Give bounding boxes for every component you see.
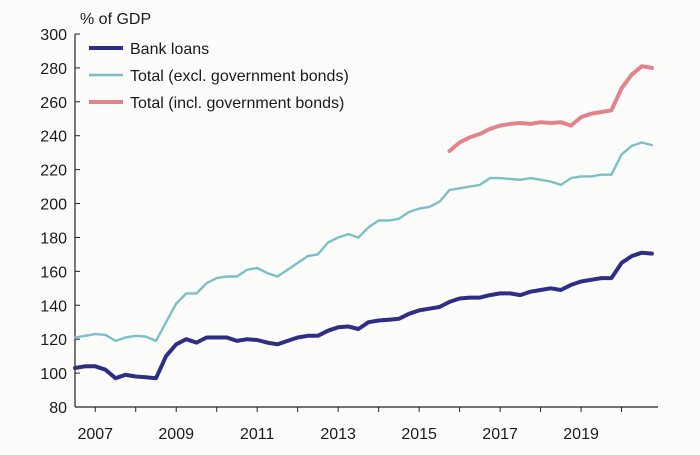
- series-line-1: [73, 250, 654, 381]
- x-tick-label: 2011: [240, 426, 275, 443]
- y-tick-label: 260: [40, 95, 67, 112]
- y-tick-label: 140: [40, 298, 67, 315]
- series-line-2: [73, 141, 654, 343]
- x-tick-label: 2017: [482, 426, 518, 443]
- y-tick-label: 200: [40, 197, 67, 214]
- x-tick-label: 2009: [158, 426, 194, 443]
- legend-label-1: Bank loans: [130, 41, 209, 58]
- y-tick-label: 220: [40, 163, 67, 180]
- y-tick-label: 100: [40, 366, 67, 383]
- y-tick-label: 160: [40, 264, 67, 281]
- y-axis-label: % of GDP: [80, 11, 151, 28]
- x-tick-label: 2007: [77, 426, 113, 443]
- x-tick-label: 2013: [320, 426, 356, 443]
- x-tick-label: 2019: [563, 426, 599, 443]
- y-tick-label: 180: [40, 230, 67, 247]
- legend-label-3: Total (incl. government bonds): [130, 95, 344, 112]
- y-tick-label: 80: [49, 400, 67, 417]
- y-tick-label: 280: [40, 61, 67, 78]
- series-line-3: [447, 64, 654, 153]
- x-tick-label: 2015: [401, 426, 437, 443]
- y-tick-label: 120: [40, 332, 67, 349]
- y-tick-label: 240: [40, 129, 67, 146]
- y-tick-label: 300: [40, 27, 67, 44]
- legend-label-2: Total (excl. government bonds): [130, 68, 349, 85]
